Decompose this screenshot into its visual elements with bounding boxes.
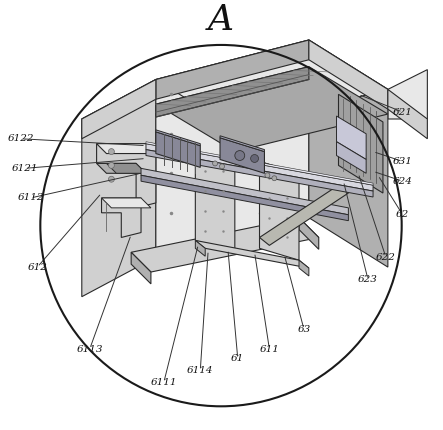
Polygon shape [131, 252, 151, 284]
Polygon shape [195, 240, 309, 268]
Polygon shape [260, 185, 348, 246]
Text: 63: 63 [297, 325, 311, 334]
Polygon shape [97, 144, 166, 154]
Circle shape [265, 173, 270, 178]
Polygon shape [299, 260, 309, 276]
Polygon shape [82, 80, 156, 297]
Polygon shape [338, 94, 383, 193]
Text: 631: 631 [393, 157, 412, 166]
Polygon shape [388, 70, 427, 119]
Polygon shape [82, 80, 235, 169]
Polygon shape [260, 161, 309, 181]
Text: 6112: 6112 [17, 194, 44, 203]
Polygon shape [337, 116, 366, 160]
Text: 623: 623 [358, 276, 378, 284]
Polygon shape [141, 169, 348, 215]
Polygon shape [337, 142, 366, 173]
Polygon shape [156, 130, 200, 146]
Polygon shape [260, 161, 299, 260]
Polygon shape [195, 154, 235, 252]
Polygon shape [156, 40, 309, 257]
Polygon shape [299, 218, 319, 249]
Polygon shape [101, 198, 141, 237]
Polygon shape [146, 144, 373, 191]
Text: 6111: 6111 [151, 378, 177, 387]
Polygon shape [101, 198, 151, 208]
Polygon shape [195, 154, 245, 173]
Polygon shape [220, 136, 264, 151]
Polygon shape [146, 150, 373, 197]
Text: 61: 61 [231, 354, 245, 363]
Text: 6113: 6113 [77, 344, 103, 353]
Circle shape [272, 176, 277, 181]
Polygon shape [97, 144, 156, 208]
Polygon shape [388, 89, 427, 139]
Polygon shape [106, 163, 146, 173]
Polygon shape [156, 40, 309, 99]
Text: 6121: 6121 [11, 164, 38, 173]
Circle shape [109, 163, 114, 169]
Polygon shape [156, 132, 200, 167]
Text: 611: 611 [260, 344, 280, 353]
Circle shape [109, 149, 114, 154]
Circle shape [213, 161, 218, 166]
Polygon shape [156, 40, 388, 129]
Polygon shape [220, 138, 264, 173]
Text: 622: 622 [376, 253, 396, 262]
Text: A: A [208, 3, 234, 37]
Circle shape [220, 164, 225, 169]
Circle shape [109, 176, 114, 182]
Circle shape [251, 154, 259, 163]
Text: 621: 621 [393, 108, 412, 117]
Text: 612: 612 [27, 263, 47, 272]
Polygon shape [97, 163, 146, 173]
Polygon shape [309, 40, 388, 109]
Polygon shape [141, 175, 348, 221]
Polygon shape [82, 80, 156, 139]
Polygon shape [309, 40, 388, 267]
Polygon shape [156, 67, 388, 151]
Polygon shape [195, 240, 205, 256]
Text: 6122: 6122 [8, 134, 34, 143]
Polygon shape [131, 218, 319, 272]
Text: 624: 624 [393, 177, 412, 186]
Circle shape [360, 131, 376, 147]
Text: 62: 62 [396, 210, 409, 219]
Text: 6114: 6114 [187, 366, 214, 375]
Polygon shape [146, 142, 373, 185]
Circle shape [235, 150, 245, 160]
Polygon shape [156, 67, 309, 117]
